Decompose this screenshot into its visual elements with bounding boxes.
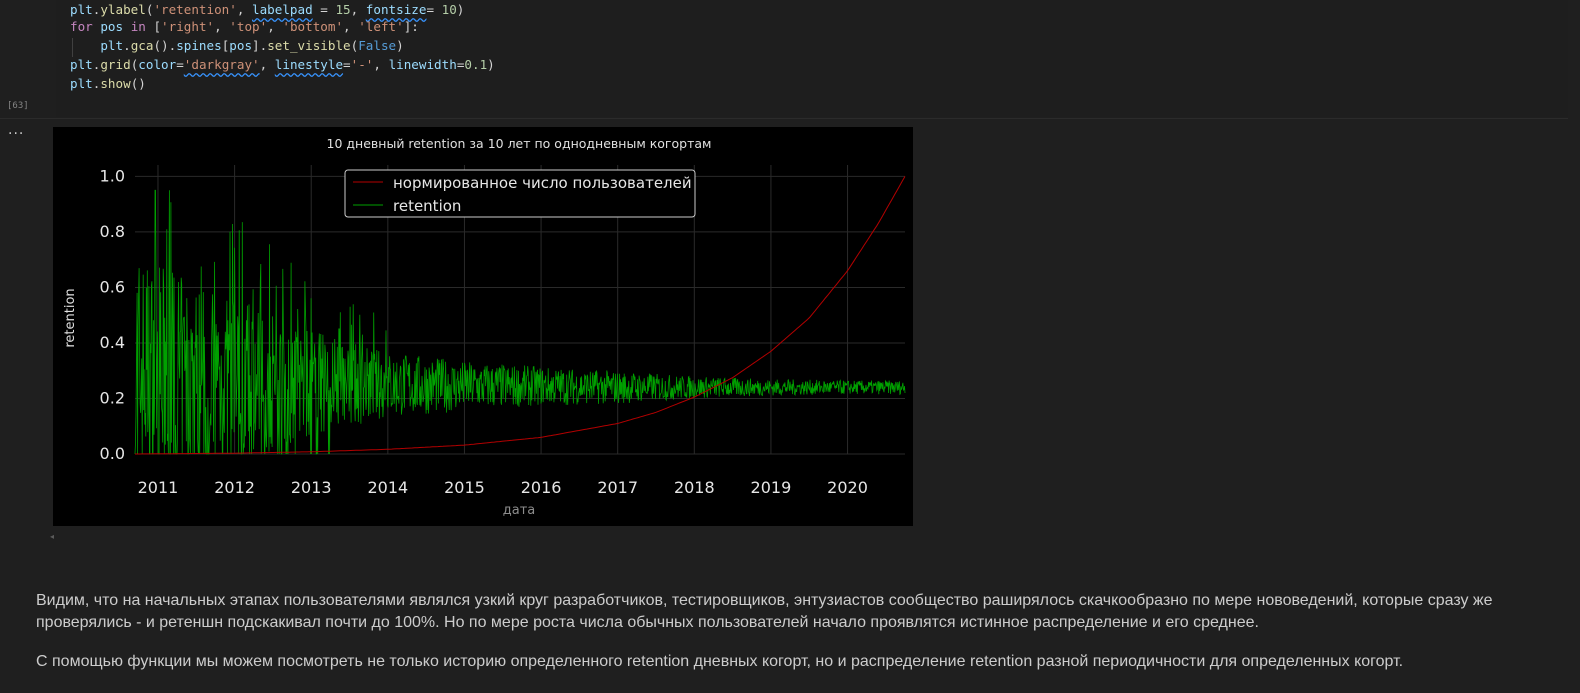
x-tick-label: 2013 [291, 478, 332, 497]
y-tick-label: 0.8 [100, 222, 125, 241]
x-tick-label: 2016 [521, 478, 562, 497]
x-tick-label: 2014 [367, 478, 408, 497]
legend-entry-users: нормированное число пользователей [393, 174, 692, 192]
y-tick-label: 0.4 [100, 333, 125, 352]
markdown-line: проверялись - и ретеншн подскакивал почт… [36, 614, 1259, 631]
x-tick-label: 2020 [827, 478, 868, 497]
retention-chart: 10 дневный retention за 10 лет по однодн… [63, 136, 906, 518]
y-axis-label: retention [63, 288, 78, 347]
code-line[interactable]: plt.gca().spines[pos].set_visible(False) [100, 38, 404, 53]
output-actions-menu[interactable]: ... [8, 122, 25, 138]
execution-count: [63] [7, 101, 29, 111]
markdown-line: Видим, что на начальных этапах пользоват… [36, 592, 1493, 609]
x-tick-label: 2017 [597, 478, 638, 497]
code-line[interactable]: for pos in ['right', 'top', 'bottom', 'l… [70, 19, 419, 34]
legend-entry-retention: retention [393, 197, 461, 215]
code-line[interactable]: plt.show() [70, 76, 146, 91]
x-tick-label: 2018 [674, 478, 715, 497]
code-cell[interactable]: plt.ylabel('retention', labelpad = 15, f… [0, 0, 1568, 119]
chart-output: 10 дневный retention за 10 лет по однодн… [53, 127, 913, 526]
chart-title: 10 дневный retention за 10 лет по однодн… [327, 136, 712, 151]
x-tick-label: 2011 [138, 478, 179, 497]
code-editor[interactable] [56, 0, 1568, 117]
markdown-paragraph-1: Видим, что на начальных этапах пользоват… [36, 590, 1556, 634]
legend: нормированное число пользователей retent… [344, 169, 696, 218]
code-line[interactable]: plt.ylabel('retention', labelpad = 15, f… [70, 2, 465, 17]
y-tick-label: 0.2 [100, 388, 125, 407]
x-tick-label: 2019 [751, 478, 792, 497]
series-retention-line [134, 189, 906, 455]
scroll-left-arrow[interactable]: ◂ [50, 532, 55, 541]
markdown-paragraph-2: С помощью функции мы можем посмотреть не… [36, 653, 1404, 670]
indent-guide [72, 38, 73, 57]
y-tick-label: 0.0 [100, 444, 125, 463]
y-tick-label: 0.6 [100, 277, 125, 296]
x-tick-label: 2012 [214, 478, 255, 497]
x-axis-label: дата [503, 503, 536, 518]
y-tick-label: 1.0 [100, 166, 125, 185]
x-tick-label: 2015 [444, 478, 485, 497]
series-users-line [135, 176, 906, 455]
legend-box [344, 169, 696, 218]
code-line[interactable]: plt.grid(color='darkgray', linestyle='-'… [70, 57, 495, 72]
